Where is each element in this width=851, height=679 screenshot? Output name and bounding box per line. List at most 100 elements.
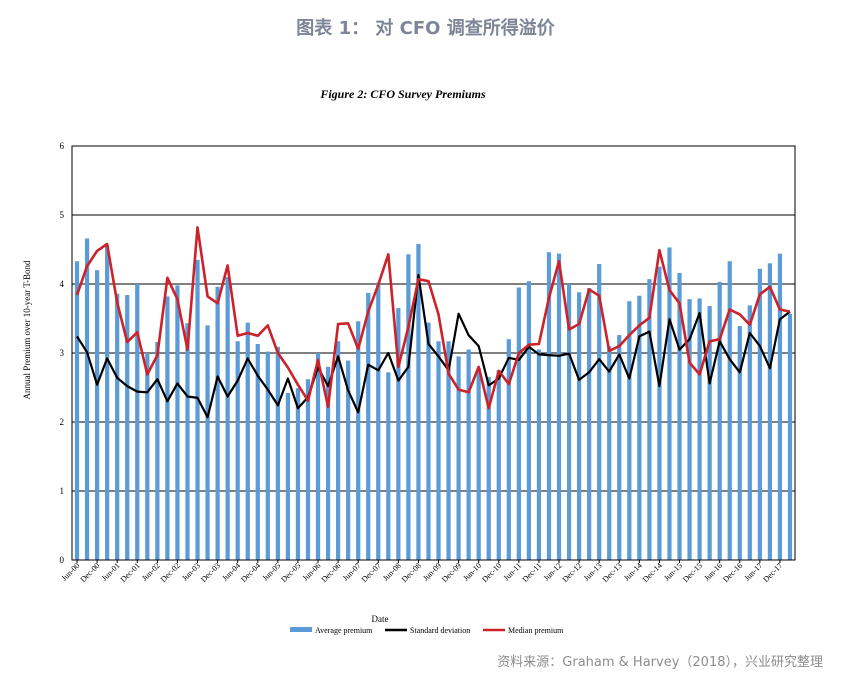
legend-label: Median premium	[508, 626, 564, 635]
bar-average-premium	[105, 245, 110, 561]
x-tick-label: Jun-14	[622, 561, 644, 583]
bar-average-premium	[346, 360, 351, 560]
x-tick-label: Jun-17	[743, 561, 765, 583]
bar-average-premium	[607, 346, 612, 560]
bar-average-premium	[74, 261, 80, 560]
bar-average-premium	[275, 346, 280, 560]
x-tick-label: Jun-01	[100, 561, 122, 583]
bar-average-premium	[697, 298, 702, 560]
bar-average-premium	[145, 353, 150, 560]
bar-average-premium	[647, 279, 652, 560]
bar-average-premium	[627, 301, 632, 560]
bar-average-premium	[125, 295, 130, 560]
bar-average-premium	[235, 341, 240, 560]
x-tick-label: Jun-10	[461, 561, 483, 583]
bar-average-premium	[657, 266, 662, 560]
legend-label: Standard deviation	[410, 626, 470, 635]
bar-average-premium	[406, 254, 411, 560]
bar-average-premium	[617, 335, 622, 560]
x-tick-label: Dec-16	[721, 561, 744, 584]
bar-average-premium	[376, 282, 381, 560]
plot-frame	[71, 145, 796, 561]
bar-average-premium	[265, 351, 270, 560]
x-tick-label: Dec-01	[119, 561, 142, 584]
y-tick-label: 6	[60, 141, 65, 151]
bar-average-premium	[335, 341, 341, 560]
bar-average-premium	[94, 270, 100, 560]
x-tick-label: Jun-05	[261, 561, 283, 583]
x-tick-label: Jun-09	[421, 561, 443, 583]
bar-average-premium	[536, 349, 542, 560]
bar-average-premium	[486, 377, 491, 560]
x-tick-label: Dec-15	[681, 561, 704, 584]
bar-average-premium	[185, 323, 190, 560]
bar-average-premium	[777, 253, 783, 560]
gridlines	[72, 145, 795, 492]
source-note: 资料来源：Graham & Harvey（2018），兴业研究整理	[497, 655, 823, 670]
bar-average-premium	[707, 306, 712, 560]
bar-average-premium	[426, 322, 431, 560]
bar-average-premium	[767, 263, 773, 560]
bar-average-premium	[416, 243, 421, 561]
bar-average-premium	[456, 356, 461, 560]
bar-average-premium	[285, 393, 291, 560]
bar-average-premium	[516, 287, 521, 560]
x-axis-label: Date	[372, 614, 389, 624]
x-tick-label: Jun-11	[502, 561, 524, 583]
bar-average-premium	[245, 322, 250, 560]
bar-average-premium	[526, 281, 532, 560]
bar-average-premium	[496, 370, 501, 560]
bar-average-premium	[155, 341, 160, 560]
x-tick-label: Jun-06	[301, 561, 323, 583]
x-tick-label: Dec-10	[480, 561, 503, 584]
chart-title: Figure 2: CFO Survey Premiums	[319, 87, 486, 101]
legend: Average premium Standard deviation Median …	[290, 626, 564, 635]
y-tick-label: 5	[60, 210, 65, 220]
legend-swatch-average-premium	[290, 627, 312, 632]
bar-series-average-premium	[74, 238, 793, 561]
bar-average-premium	[506, 339, 511, 560]
bar-average-premium	[205, 325, 210, 560]
x-tick-label: Dec-12	[561, 561, 584, 584]
bar-average-premium	[677, 272, 682, 560]
bar-average-premium	[135, 284, 140, 560]
bar-average-premium	[315, 353, 321, 560]
bar-average-premium	[566, 284, 572, 560]
cfo-premium-chart: Figure 2: CFO Survey Premiums Annual Pre…	[22, 87, 796, 635]
y-axis-label: Annual Premium over 10-year T-Bond	[22, 260, 32, 399]
bar-average-premium	[556, 253, 562, 560]
x-tick-label: Jun-08	[381, 561, 403, 583]
y-tick-label: 1	[60, 486, 65, 496]
x-tick-label: Dec-14	[641, 561, 664, 584]
bar-average-premium	[165, 296, 170, 560]
x-tick-label: Dec-07	[360, 561, 383, 584]
bar-average-premium	[576, 292, 582, 560]
bar-average-premium	[305, 379, 311, 560]
x-tick-label: Dec-13	[601, 561, 624, 584]
x-tick-label: Dec-09	[440, 561, 463, 584]
bar-average-premium	[757, 268, 762, 560]
line-standard-deviation	[76, 273, 791, 419]
x-tick-label: Jun-12	[542, 561, 564, 583]
bar-average-premium	[325, 366, 331, 560]
x-tick-label: Jun-04	[220, 561, 242, 583]
x-tick-label: Dec-00	[79, 561, 102, 584]
bar-average-premium	[667, 247, 672, 560]
bar-average-premium	[215, 286, 220, 560]
page-title: 图表 1： 对 CFO 调查所得溢价	[296, 18, 555, 39]
bar-average-premium	[255, 344, 260, 560]
y-tick-label: 2	[60, 417, 65, 427]
bar-average-premium	[587, 288, 592, 560]
x-tick-label: Dec-05	[279, 561, 302, 584]
x-tick-label: Jun-07	[341, 561, 363, 583]
x-tick-label: Dec-11	[521, 561, 544, 584]
x-tick-label: Dec-04	[239, 561, 262, 584]
line-median-premium	[75, 226, 791, 410]
bar-average-premium	[787, 313, 793, 560]
x-tick-label: Dec-08	[400, 561, 423, 584]
y-tick-label: 0	[60, 555, 65, 565]
bar-average-premium	[115, 293, 120, 560]
bar-average-premium	[225, 277, 230, 560]
bar-average-premium	[356, 321, 361, 560]
bar-average-premium	[737, 326, 742, 560]
